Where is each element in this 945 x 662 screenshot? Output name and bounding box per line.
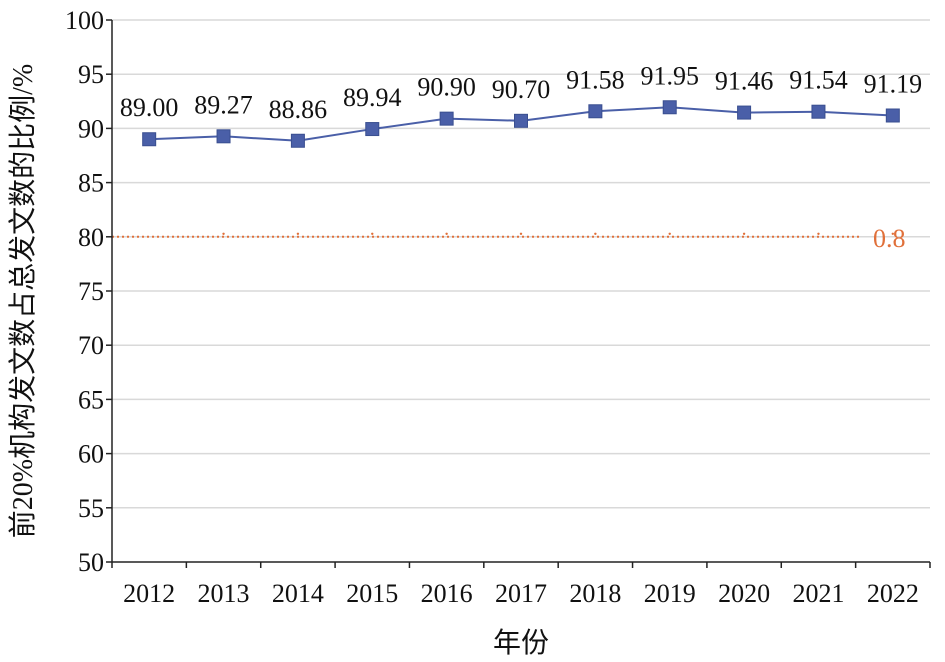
y-tick-label: 80 (78, 223, 104, 252)
data-label: 91.46 (715, 67, 774, 96)
x-tick-label: 2014 (272, 579, 324, 608)
y-tick-label: 90 (78, 114, 104, 143)
reference-line-dot (594, 232, 597, 235)
data-point-marker (737, 105, 752, 120)
reference-line-dot (817, 232, 820, 235)
x-tick-label: 2019 (644, 579, 696, 608)
reference-line-dot (222, 232, 225, 235)
data-label: 88.86 (269, 95, 328, 124)
x-tick-label: 2018 (569, 579, 621, 608)
reference-line-dot (296, 232, 300, 235)
y-tick-label: 70 (78, 331, 104, 360)
data-label: 90.90 (417, 73, 476, 102)
x-tick-label: 2021 (792, 579, 844, 608)
y-tick-label: 85 (78, 169, 104, 198)
data-point-marker (365, 122, 380, 137)
data-point-marker (142, 132, 157, 147)
x-axis-ticks: 2012 2013 2014 2015 2016 2017 2018 2019 2020 2021… (111, 562, 931, 608)
data-label: 89.94 (343, 83, 402, 112)
data-point-marker (439, 111, 454, 126)
y-axis-ticks: 50 55 60 65 70 75 80 85 90 95 100 (65, 6, 112, 577)
reference-line-label: 0.8 (873, 224, 906, 253)
data-point-marker (885, 108, 900, 123)
data-label: 91.95 (640, 61, 699, 90)
data-point-marker (662, 100, 677, 115)
data-point-marker (588, 104, 603, 119)
reference-line-dot (519, 232, 523, 235)
series-group: 89.00 89.27 88.86 89.94 90.90 90.70 91.58 91.95… (120, 61, 923, 148)
x-tick-label: 2020 (718, 579, 770, 608)
x-tick-label: 2022 (867, 579, 919, 608)
y-tick-label: 75 (78, 277, 104, 306)
data-label: 90.70 (492, 75, 551, 104)
reference-line-dot (742, 232, 746, 235)
y-tick-label: 95 (78, 60, 104, 89)
data-label: 91.58 (566, 65, 625, 94)
reference-line-dot (371, 232, 374, 235)
x-tick-label: 2016 (421, 579, 473, 608)
y-tick-label: 100 (65, 6, 104, 35)
x-tick-label: 2012 (123, 579, 175, 608)
x-tick-label: 2015 (346, 579, 398, 608)
data-point-marker (290, 133, 305, 148)
data-point-marker (811, 104, 826, 119)
reference-line-dot (445, 232, 448, 235)
data-point-marker (514, 113, 528, 128)
reference-line-group: 0.8 (112, 224, 906, 253)
y-tick-label: 50 (78, 548, 104, 577)
data-label: 91.54 (789, 66, 848, 95)
x-tick-label: 2017 (495, 579, 547, 608)
data-label: 89.27 (194, 90, 253, 119)
x-tick-label: 2013 (198, 579, 250, 608)
y-axis-title: 前20%机构发文数占总发文数的比例/% (7, 64, 39, 538)
y-tick-label: 60 (78, 440, 104, 469)
data-label: 89.00 (120, 93, 179, 122)
y-tick-label: 65 (78, 385, 104, 414)
x-axis-title: 年份 (493, 627, 549, 659)
data-label: 91.19 (864, 70, 923, 99)
reference-line-dot (891, 232, 895, 235)
reference-line-dot (668, 232, 671, 235)
data-point-marker (216, 129, 231, 144)
y-tick-label: 55 (78, 494, 104, 523)
